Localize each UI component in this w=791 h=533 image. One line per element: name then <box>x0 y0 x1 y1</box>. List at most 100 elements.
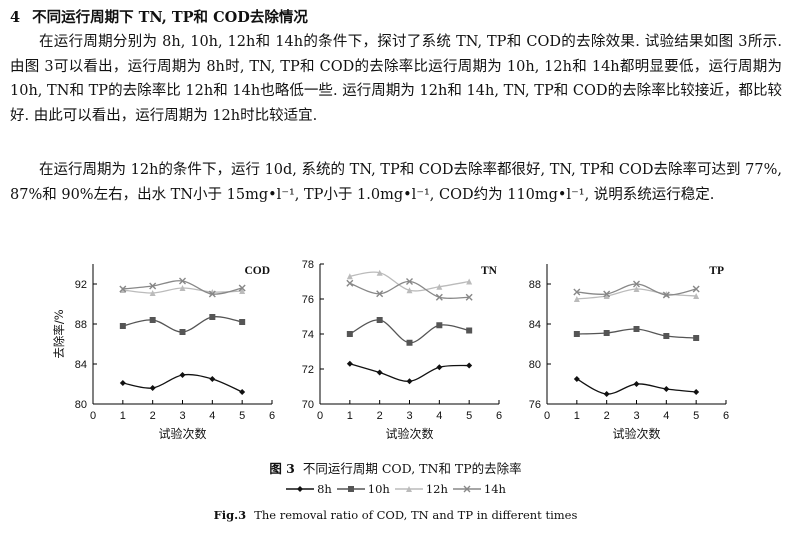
section-number: 4 <box>10 9 21 26</box>
data-point-14h <box>119 285 127 293</box>
data-point-12h <box>149 290 156 296</box>
data-point-10h <box>346 331 353 337</box>
data-point-10h <box>406 339 413 346</box>
data-point-14h <box>238 284 246 292</box>
data-point-8h <box>466 362 473 369</box>
x-tick-label: 0 <box>317 410 323 422</box>
data-point-8h <box>209 376 216 382</box>
data-point-10h <box>633 326 640 332</box>
x-tick-label: 5 <box>466 410 472 422</box>
data-point-10h <box>573 331 580 337</box>
data-point-14h <box>603 290 611 298</box>
data-point-14h <box>208 290 216 298</box>
data-point-14h <box>376 290 384 298</box>
legend-swatch <box>452 485 481 493</box>
data-point-10h <box>466 327 473 334</box>
chart-legend: 8h 10h 12h 14h <box>0 482 791 496</box>
legend-label: 8h <box>317 482 332 496</box>
data-point-10h <box>663 333 670 339</box>
series-line-10h <box>349 319 470 344</box>
data-point-14h <box>573 288 581 296</box>
figure-caption-en: Fig.3 The removal ratio of COD, TN and TP… <box>0 508 791 522</box>
chart-title: TN <box>481 265 498 277</box>
data-point-8h <box>239 389 246 395</box>
y-tick-label: 74 <box>302 329 314 341</box>
x-tick-label: 3 <box>406 410 412 422</box>
x-tick-label: 6 <box>269 410 275 422</box>
legend-swatch <box>286 486 315 492</box>
figure-caption-text-zh: 不同运行周期 COD, TN和 TP的去除率 <box>302 461 522 476</box>
y-tick-label: 84 <box>529 319 541 331</box>
x-tick-label: 6 <box>723 410 729 422</box>
data-point-8h <box>346 360 353 367</box>
legend-swatch <box>336 486 365 492</box>
x-tick-label: 1 <box>347 410 353 422</box>
data-point-12h <box>436 283 443 290</box>
data-point-8h <box>693 389 700 395</box>
y-tick-label: 78 <box>302 259 314 271</box>
data-point-12h <box>346 273 353 280</box>
chart-title: TP <box>709 265 724 277</box>
legend-label: 10h <box>367 482 390 496</box>
data-point-14h <box>662 291 670 299</box>
x-axis-label: 试验次数 <box>612 426 660 441</box>
chart-title: COD <box>244 265 270 277</box>
figure-label-zh: 图 3 <box>269 461 295 476</box>
data-point-10h <box>209 314 216 320</box>
data-point-10h <box>179 329 186 335</box>
data-point-10h <box>149 317 156 323</box>
paragraph-text: 在运行周期分别为 8h, 10h, 12h和 14h的条件下，探讨了系统 TN,… <box>10 34 782 124</box>
legend-label: 14h <box>483 482 506 496</box>
y-tick-label: 88 <box>529 279 541 291</box>
figure-3: 80 84 88 92 0 1 2 3 4 5 6 COD 试验次数 去除率/% 70 72 74 76 78 0 1 2… <box>0 250 791 533</box>
data-point-12h <box>239 288 246 294</box>
data-point-8h <box>603 391 610 397</box>
data-point-14h <box>465 293 473 301</box>
data-point-8h <box>149 385 156 391</box>
x-tick-label: 5 <box>693 410 699 422</box>
data-point-8h <box>573 376 580 382</box>
data-point-12h <box>119 287 126 293</box>
y-axis-label: 去除率/% <box>52 309 66 358</box>
paragraph-text: 在运行周期为 12h的条件下，运行 10d, 系统的 TN, TP和 COD去除… <box>10 162 782 203</box>
x-tick-label: 2 <box>377 410 383 422</box>
legend-swatch <box>394 486 423 492</box>
y-tick-label: 80 <box>529 359 541 371</box>
data-point-12h <box>573 296 580 302</box>
data-point-12h <box>179 285 186 291</box>
x-tick-label: 4 <box>663 410 669 422</box>
data-point-10h <box>376 317 383 323</box>
data-point-14h <box>435 293 443 301</box>
data-point-14h <box>406 278 413 285</box>
charts-canvas: 80 84 88 92 0 1 2 3 4 5 6 COD 试验次数 去除率/% 70 72 74 76 78 0 1 2… <box>52 259 729 441</box>
data-point-14h <box>633 280 640 288</box>
legend-label: 12h <box>425 482 448 496</box>
data-point-12h <box>633 286 640 292</box>
data-point-8h <box>406 378 413 385</box>
x-tick-label: 2 <box>604 410 610 422</box>
paragraph-1: 在运行周期分别为 8h, 10h, 12h和 14h的条件下，探讨了系统 TN,… <box>10 30 782 128</box>
data-point-14h <box>179 277 186 285</box>
data-point-14h <box>692 285 700 293</box>
x-tick-label: 0 <box>544 410 550 422</box>
data-point-8h <box>119 380 126 386</box>
data-point-10h <box>119 323 126 329</box>
x-tick-label: 3 <box>179 410 185 422</box>
y-tick-label: 76 <box>302 294 314 306</box>
legend-item-12h: 12h <box>394 482 448 496</box>
x-tick-label: 3 <box>633 410 639 422</box>
x-axis-label: 试验次数 <box>385 426 433 441</box>
x-tick-label: 4 <box>209 410 215 422</box>
y-tick-label: 88 <box>75 319 87 331</box>
x-axis-label: 试验次数 <box>158 426 206 441</box>
y-tick-label: 80 <box>75 399 87 411</box>
x-tick-label: 6 <box>496 410 502 422</box>
legend-item-10h: 10h <box>336 482 390 496</box>
y-tick-label: 70 <box>302 399 314 411</box>
data-point-8h <box>179 372 186 378</box>
data-point-12h <box>603 293 610 299</box>
figure-caption-text-en: The removal ratio of COD, TN and TP in d… <box>254 508 578 522</box>
legend-item-14h: 14h <box>452 482 506 496</box>
data-point-8h <box>436 364 443 371</box>
data-point-8h <box>376 369 383 376</box>
